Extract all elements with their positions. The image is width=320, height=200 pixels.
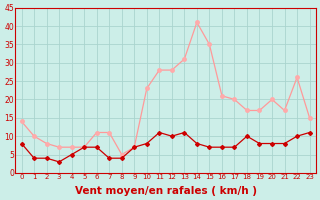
X-axis label: Vent moyen/en rafales ( km/h ): Vent moyen/en rafales ( km/h ) [75, 186, 257, 196]
